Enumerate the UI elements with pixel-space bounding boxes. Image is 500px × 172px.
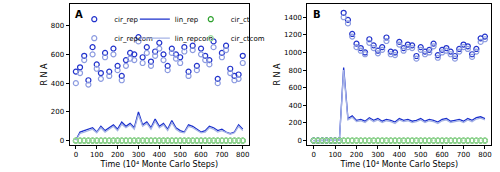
svg-text:Time (10⁴ Monte Carlo Steps): Time (10⁴ Monte Carlo Steps): [100, 160, 219, 169]
svg-text:R N A: R N A: [273, 63, 282, 86]
svg-text:400: 400: [153, 151, 166, 159]
svg-text:300: 300: [132, 151, 145, 159]
svg-text:600: 600: [51, 51, 64, 59]
svg-text:cir_ctcom: cir_ctcom: [231, 35, 265, 43]
svg-text:A: A: [75, 9, 83, 20]
svg-text:0: 0: [60, 137, 64, 145]
svg-text:800: 800: [478, 151, 491, 159]
svg-text:400: 400: [393, 151, 406, 159]
svg-text:400: 400: [51, 80, 64, 88]
svg-text:200: 200: [111, 151, 124, 159]
svg-text:1200: 1200: [284, 31, 302, 39]
svg-text:700: 700: [457, 151, 470, 159]
svg-text:Time (10⁴ Monte Carlo Steps): Time (10⁴ Monte Carlo Steps): [340, 160, 459, 169]
svg-text:100: 100: [90, 151, 103, 159]
svg-text:300: 300: [371, 151, 384, 159]
svg-text:1400: 1400: [284, 14, 302, 22]
svg-text:800: 800: [236, 151, 249, 159]
svg-text:600: 600: [435, 151, 448, 159]
svg-text:0: 0: [311, 151, 315, 159]
svg-text:600: 600: [288, 84, 301, 92]
svg-text:B: B: [313, 9, 321, 20]
svg-text:100: 100: [328, 151, 341, 159]
svg-text:200: 200: [350, 151, 363, 159]
svg-text:0: 0: [297, 137, 301, 145]
svg-text:cir_rep: cir_rep: [114, 16, 138, 24]
svg-text:200: 200: [51, 108, 64, 116]
svg-text:0: 0: [74, 151, 78, 159]
svg-text:700: 700: [215, 151, 228, 159]
svg-text:400: 400: [288, 102, 301, 110]
svg-text:500: 500: [414, 151, 427, 159]
svg-text:lin_repcom: lin_repcom: [175, 35, 213, 43]
svg-text:cir_repcom: cir_repcom: [114, 35, 153, 43]
svg-text:200: 200: [288, 119, 301, 127]
svg-text:lin_rep: lin_rep: [175, 16, 199, 24]
svg-text:800: 800: [51, 22, 64, 30]
svg-text:R N A: R N A: [40, 63, 49, 86]
svg-text:500: 500: [173, 151, 186, 159]
svg-text:800: 800: [288, 67, 301, 75]
svg-text:cir_ct: cir_ct: [231, 16, 250, 24]
svg-text:1000: 1000: [284, 49, 302, 57]
svg-text:600: 600: [194, 151, 207, 159]
